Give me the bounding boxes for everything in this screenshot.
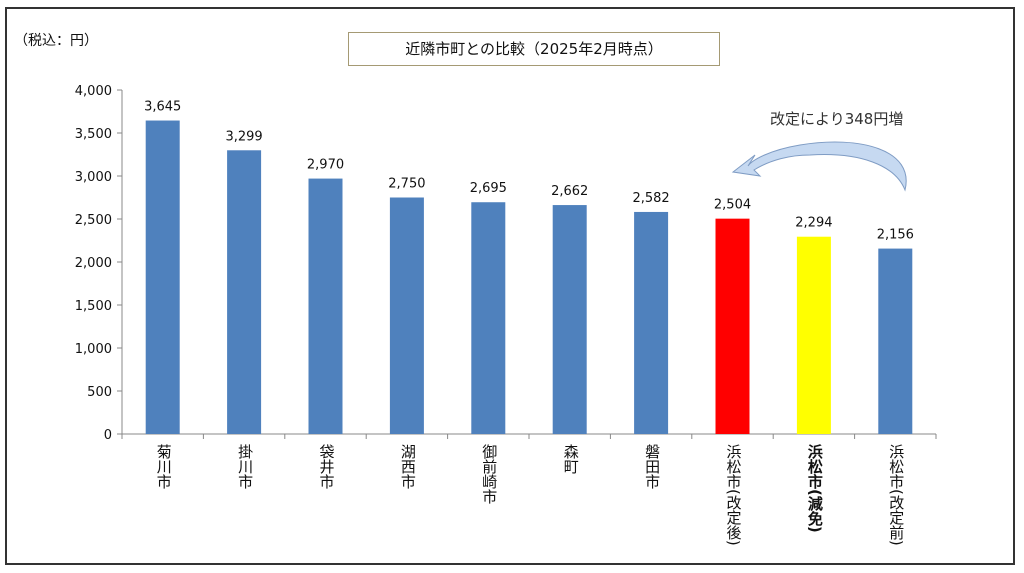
y-tick-label: 1,500	[75, 299, 112, 314]
category-label: 浜松市(改定後)	[724, 444, 743, 546]
category-label: 浜松市(減免)	[805, 444, 824, 533]
data-label: 2,582	[632, 191, 669, 206]
category-label: 御前崎市	[480, 444, 499, 504]
category-label: 掛川市	[236, 444, 255, 489]
curved-arrow-icon	[731, 141, 907, 192]
data-label: 2,662	[551, 184, 588, 199]
category-label: 菊川市	[154, 444, 173, 489]
y-tick-label: 500	[87, 385, 112, 400]
bar	[796, 236, 831, 434]
bar	[471, 202, 506, 434]
bar	[308, 178, 343, 434]
bar	[634, 211, 669, 434]
category-label: 浜松市(改定前)	[887, 444, 906, 546]
y-tick-label: 3,500	[75, 127, 112, 142]
bar	[145, 120, 180, 434]
data-label: 3,299	[225, 129, 262, 144]
y-tick-label: 4,000	[75, 84, 112, 99]
bar	[878, 248, 913, 434]
data-label: 2,750	[388, 177, 425, 192]
data-label: 2,294	[795, 216, 832, 231]
annotation-text: 改定により348円増	[770, 110, 904, 128]
y-tick-label: 1,000	[75, 342, 112, 357]
y-axis-unit-label: （税込：円）	[14, 33, 98, 49]
bar	[715, 218, 750, 434]
data-label: 2,156	[877, 228, 914, 243]
category-label: 湖西市	[398, 444, 417, 489]
y-tick-label: 0	[104, 428, 112, 443]
data-label: 2,695	[470, 181, 507, 196]
chart-title: 近隣市町との比較（2025年2月時点）	[348, 32, 720, 66]
y-tick-label: 3,000	[75, 170, 112, 185]
category-label: 磐田市	[643, 444, 662, 489]
category-label: 袋井市	[317, 444, 336, 489]
bar	[227, 150, 262, 434]
data-label: 3,645	[144, 100, 181, 115]
bar	[389, 197, 424, 434]
category-label: 森町	[561, 444, 580, 474]
y-tick-label: 2,500	[75, 213, 112, 228]
data-label: 2,970	[307, 158, 344, 173]
bar	[552, 205, 587, 434]
chart-frame	[5, 7, 1015, 565]
data-label: 2,504	[714, 198, 751, 213]
y-tick-label: 2,000	[75, 256, 112, 271]
